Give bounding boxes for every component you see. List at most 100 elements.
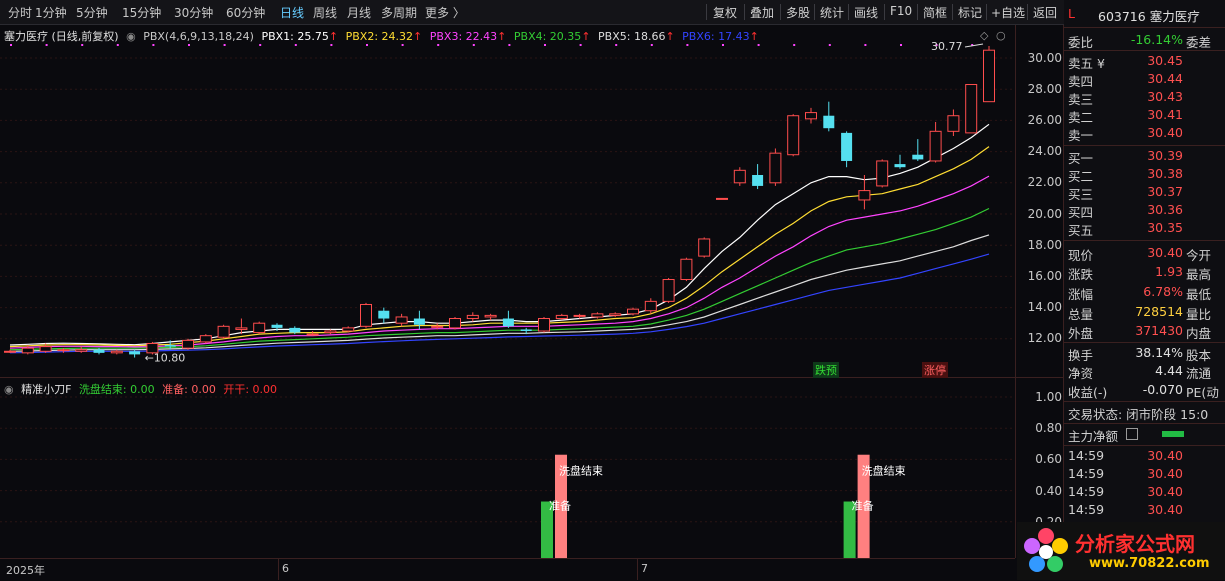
period-30min[interactable]: 30分钟 (174, 6, 214, 20)
pbx1-value: PBX1: 25.75 (261, 30, 329, 43)
candle-body (235, 327, 248, 330)
diamond-icon: ◇ (980, 29, 989, 42)
stock-title[interactable]: 塞力医疗 (日线,前复权) (4, 30, 119, 43)
candlestick-chart[interactable]: 30.77 ←10.80 ◇ ○ (0, 25, 1015, 377)
period-1min[interactable]: 1分钟 (35, 6, 67, 20)
stat-row: 外盘 371430 内盘 (1064, 323, 1225, 341)
candle-body (520, 329, 532, 331)
candle (538, 316, 550, 333)
signal-dot (828, 44, 831, 46)
f10-button[interactable]: F10 (890, 4, 913, 18)
stat-value: 38.14% (1135, 345, 1183, 360)
y-tick: 28.00 (1027, 82, 1062, 96)
signal-dot (900, 44, 902, 46)
up-arrow-icon: ↑ (665, 30, 675, 43)
period-multi[interactable]: 多周期 (381, 6, 418, 20)
buy-label: 买五 (1068, 223, 1094, 238)
indicator-dropdown-icon[interactable]: ◉ (126, 30, 136, 43)
period-weekly[interactable]: 周线 (313, 6, 338, 20)
draw-line-button[interactable]: 画线 (854, 6, 879, 20)
back-button[interactable]: 返回 (1033, 6, 1058, 20)
indicator-dropdown-icon[interactable]: ◉ (4, 383, 14, 396)
y-tick: 12.00 (1027, 331, 1062, 345)
tick-time: 14:59 (1068, 466, 1105, 481)
candle-body (591, 313, 604, 318)
stat-label: 内盘 (1186, 326, 1212, 341)
stat-row: 换手 38.14% 股本 (1064, 345, 1225, 363)
tick-price: 30.40 (1147, 484, 1183, 499)
up-arrow-icon: ↑ (581, 30, 591, 43)
candle (57, 348, 70, 353)
stat-label: 外盘 (1068, 326, 1094, 341)
main-flow-label: 主力净额 (1068, 429, 1119, 444)
signal-dot (81, 44, 84, 46)
flower-logo-icon (1024, 528, 1068, 572)
tick-price: 30.40 (1147, 448, 1183, 463)
ma-line-pbx1 (9, 123, 990, 346)
candle (253, 321, 266, 335)
signal-dot (971, 44, 974, 46)
stats-button[interactable]: 统计 (820, 6, 845, 20)
die-yu-tag: 跌预 (813, 362, 839, 378)
candle-body (680, 258, 693, 281)
period-daily[interactable]: 日线 (280, 6, 305, 20)
candle-body (644, 300, 657, 312)
main-flow-row[interactable]: 主力净额 (1064, 426, 1225, 444)
add-watchlist-button[interactable]: +自选 (991, 6, 1026, 20)
multi-stock-button[interactable]: 多股 (786, 6, 811, 20)
sub-indicator-name[interactable]: 精准小刀F (21, 383, 72, 396)
divider (1064, 445, 1225, 446)
candle-body (841, 132, 853, 161)
period-fenshi[interactable]: 分时 (8, 6, 33, 20)
y-tick: 30.00 (1027, 51, 1062, 65)
simple-frame-button[interactable]: 简框 (923, 6, 948, 20)
candle-body (983, 49, 995, 103)
candle (164, 340, 176, 350)
candle-body (164, 345, 176, 347)
flow-bar (1162, 431, 1184, 437)
candle (431, 323, 444, 330)
zhunbei-value: 准备: 0.00 (162, 383, 216, 396)
stat-value: 4.44 (1155, 363, 1183, 378)
kaigan-value: 开干: 0.00 (223, 383, 278, 396)
y-tick: 26.00 (1027, 113, 1062, 127)
candle (769, 148, 782, 186)
period-more[interactable]: 更多 〉 (425, 6, 465, 20)
candle (289, 326, 301, 335)
divider (1064, 423, 1225, 424)
candle (93, 348, 105, 355)
date-axis: 2025年 6 7 (0, 558, 1015, 581)
panel-divider (0, 377, 1063, 378)
period-60min[interactable]: 60分钟 (226, 6, 266, 20)
period-5min[interactable]: 5分钟 (76, 6, 108, 20)
signal-dot (437, 44, 440, 46)
weicha-label: 委差 (1186, 35, 1212, 50)
indicator-legend: ◉ 精准小刀F 洗盘结束: 0.00 准备: 0.00 开干: 0.00 (4, 381, 281, 397)
candle-body (805, 112, 817, 120)
period-15min[interactable]: 15分钟 (122, 6, 162, 20)
indicator-name[interactable]: PBX(4,6,9,13,18,24) (143, 30, 254, 43)
candle (912, 139, 924, 161)
signal-dot (722, 44, 724, 46)
overlay-button[interactable]: 叠加 (750, 6, 775, 20)
candle (182, 338, 194, 350)
candle (217, 324, 230, 339)
period-monthly[interactable]: 月线 (347, 6, 372, 20)
list-icon[interactable] (1126, 428, 1138, 440)
logo-text: 分析家公式网 (1075, 532, 1195, 556)
signal-dot (401, 44, 404, 46)
candle (805, 107, 817, 124)
sell-label: 卖四 (1068, 74, 1094, 89)
fuquan-button[interactable]: 复权 (713, 6, 738, 20)
candle (75, 346, 88, 353)
mark-button[interactable]: 标记 (958, 6, 983, 20)
stat-value: 6.78% (1143, 284, 1183, 299)
date-label: 2025年 (6, 564, 45, 577)
candle (876, 159, 889, 188)
ma-line-pbx3 (9, 175, 990, 349)
candle (555, 313, 568, 321)
candle (591, 312, 604, 319)
stat-row: 现价 30.40 今开 (1064, 245, 1225, 263)
axis-border (1063, 25, 1064, 558)
